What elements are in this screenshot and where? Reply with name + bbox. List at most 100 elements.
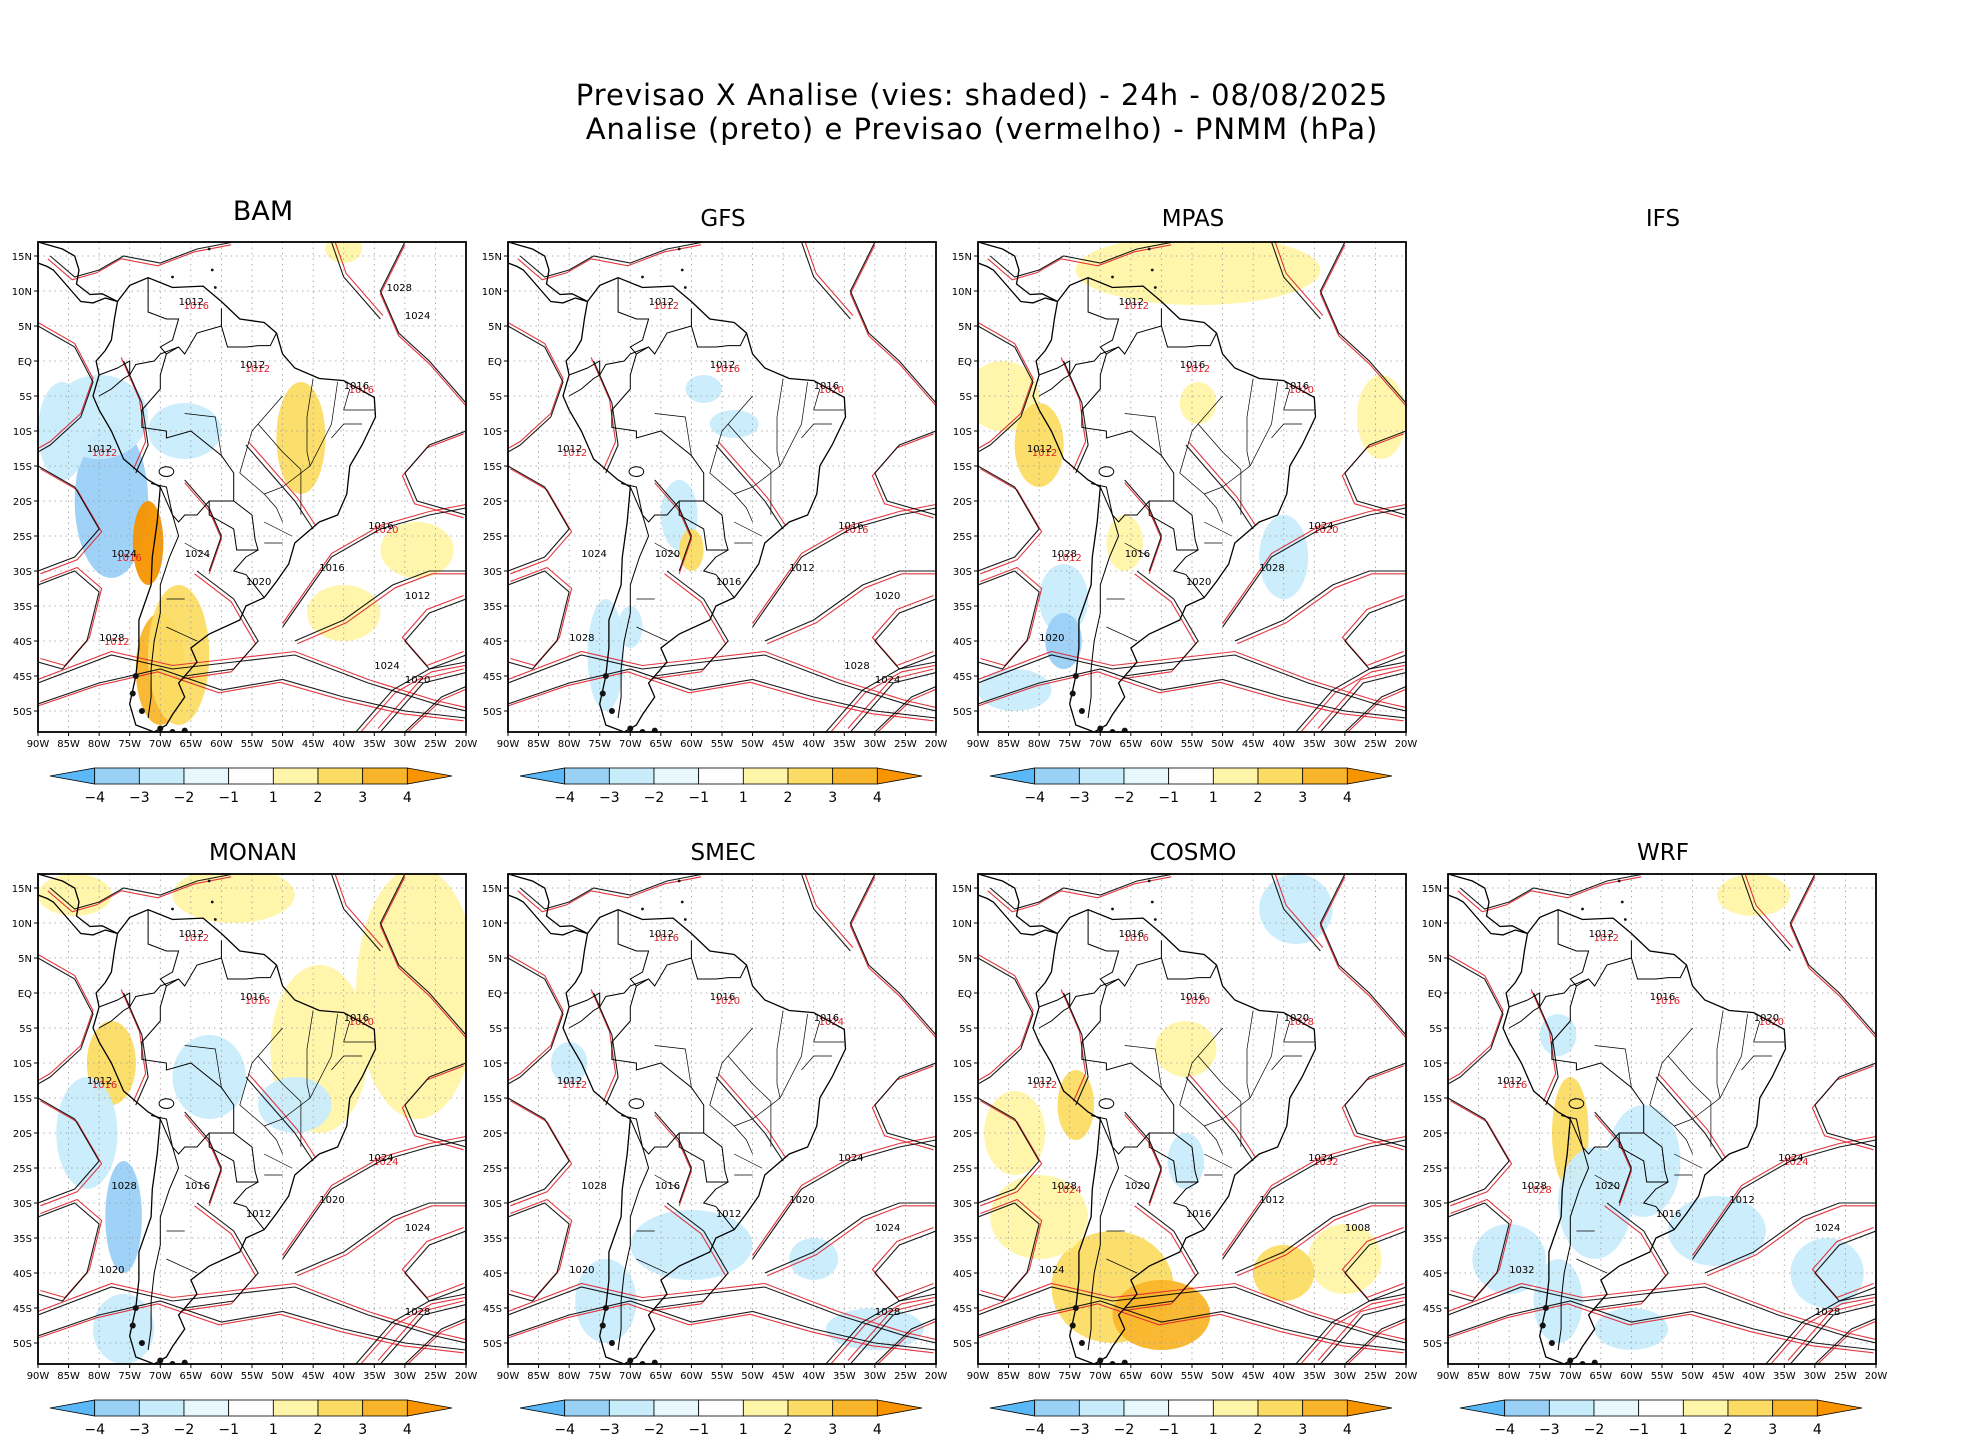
- state-border: [1753, 1020, 1785, 1043]
- colorbar: −4 −3 −2 −1 1 2 3 4: [989, 767, 1393, 806]
- lon-tick-label: 80W: [88, 739, 111, 750]
- colorbar-tick-label: −3: [129, 790, 150, 806]
- lon-tick-label: 65W: [180, 739, 203, 750]
- lat-tick-label: 5S: [489, 1024, 502, 1035]
- patagonia-islands: [132, 673, 139, 679]
- lon-tick-label: 65W: [650, 1371, 673, 1382]
- map-panel-smec: 1012101610201024101210121016101610241028…: [482, 873, 947, 1436]
- central-america-coastline: [38, 874, 118, 936]
- colorbar: −4 −3 −2 −1 1 2 3 4: [989, 1399, 1393, 1436]
- colorbar-segment: [519, 1399, 566, 1417]
- lon-tick-label: 45W: [772, 739, 795, 750]
- colorbar-tick-label: −2: [644, 1422, 665, 1436]
- analysis-isobar-label: 1020: [1284, 1013, 1309, 1024]
- map-panel-bam: 1012101610121016102010161012101210121012…: [12, 241, 477, 806]
- bias-shading: [990, 1175, 1088, 1259]
- analysis-isobar-label: 1016: [1284, 381, 1309, 392]
- state-border: [1179, 1104, 1223, 1155]
- analysis-isobar-label: 1028: [111, 1181, 136, 1192]
- state-border: [1741, 1055, 1773, 1071]
- forecast-isobar-label: 1024: [1056, 1185, 1081, 1196]
- colorbar-segment: [876, 1399, 923, 1417]
- lat-tick-label: EQ: [1428, 989, 1442, 1000]
- bias-shading: [1357, 375, 1406, 459]
- central-america-coastline: [1448, 874, 1528, 936]
- analysis-isobar-label: 1012: [1589, 929, 1614, 940]
- forecast-isobar-label: 1012: [1056, 553, 1081, 564]
- colorbar-tick-label: −4: [84, 790, 105, 806]
- analysis-isobar-label: 1028: [844, 661, 869, 672]
- colorbar-segment: [1346, 767, 1393, 785]
- lat-tick-label: 15S: [1423, 1094, 1442, 1105]
- lat-tick-label: 20S: [953, 1129, 972, 1140]
- lon-tick-label: 65W: [180, 1371, 203, 1382]
- patagonia-islands: [181, 727, 188, 732]
- lat-tick-label: 50S: [13, 707, 32, 718]
- analysis-isobar-label: 1016: [1656, 1209, 1681, 1220]
- country-border: [208, 501, 259, 551]
- lon-tick-label: 30W: [1334, 1371, 1357, 1382]
- analysis-isobar-label: 1016: [368, 521, 393, 532]
- colorbar-segment: [787, 1399, 834, 1417]
- lat-tick-label: 30S: [953, 1199, 972, 1210]
- state-border: [727, 423, 772, 470]
- lake-titicaca: [158, 466, 175, 478]
- analysis-isobar-label: 1012: [1729, 1195, 1754, 1206]
- patagonia-islands: [1072, 673, 1079, 679]
- analysis-isobar-label: 1024: [1308, 521, 1333, 532]
- patagonia-islands: [1069, 1322, 1076, 1329]
- analysis-isobar-label: 1020: [1754, 1013, 1779, 1024]
- patagonia-islands: [602, 673, 609, 679]
- forecast-isobar-label: 1016: [843, 525, 868, 536]
- lat-tick-label: 25S: [13, 1164, 32, 1175]
- colorbar-segment: [1682, 1399, 1729, 1417]
- colorbar-tick-label: −2: [644, 790, 665, 806]
- forecast-isobar-label: 1016: [184, 301, 209, 312]
- lat-tick-label: 15S: [953, 462, 972, 473]
- bias-shading: [105, 1161, 142, 1273]
- country-border: [232, 500, 265, 598]
- country-border: [1087, 486, 1120, 719]
- state-border: [264, 381, 338, 495]
- lon-tick-label: 45W: [302, 739, 325, 750]
- colorbar-segment: [1727, 1399, 1774, 1417]
- bias-shading: [587, 599, 625, 711]
- state-border: [306, 1010, 314, 1099]
- lat-tick-label: EQ: [18, 989, 32, 1000]
- bias-shading: [1014, 403, 1064, 487]
- patagonia-islands: [599, 1322, 606, 1329]
- lat-tick-label: 25S: [13, 532, 32, 543]
- lon-tick-label: 60W: [210, 1371, 233, 1382]
- patagonia-islands: [157, 725, 164, 732]
- analysis-isobar-label: 1028: [1259, 563, 1284, 574]
- lat-tick-label: 35S: [13, 602, 32, 613]
- caribbean-island: [207, 879, 211, 883]
- lat-tick-label: 10S: [953, 427, 972, 438]
- analysis-isobar-label: 1012: [557, 444, 582, 455]
- colorbar-tick-label: −3: [1069, 1422, 1090, 1436]
- lon-tick-label: 65W: [1120, 1371, 1143, 1382]
- lat-tick-label: 15S: [483, 1094, 502, 1105]
- colorbar-tick-label: −1: [688, 790, 709, 806]
- lon-tick-label: 65W: [1590, 1371, 1613, 1382]
- lat-tick-label: EQ: [488, 357, 502, 368]
- lat-tick-label: EQ: [958, 357, 972, 368]
- lon-tick-label: 40W: [802, 739, 825, 750]
- analysis-isobar-label: 1020: [1595, 1181, 1620, 1192]
- lon-tick-label: 85W: [527, 1371, 550, 1382]
- patagonia-islands: [1539, 1322, 1546, 1329]
- state-border: [1124, 542, 1150, 558]
- lon-tick-label: 30W: [864, 739, 887, 750]
- colorbar-tick-label: −4: [1494, 1422, 1515, 1436]
- lat-tick-label: 10S: [13, 427, 32, 438]
- lon-tick-label: 35W: [1303, 1371, 1326, 1382]
- lat-tick-label: 25S: [1423, 1164, 1442, 1175]
- colorbar-segment: [832, 1399, 878, 1417]
- lat-tick-label: 20S: [483, 497, 502, 508]
- country-border: [232, 1132, 265, 1230]
- lat-tick-label: 40S: [483, 637, 502, 648]
- patagonia-islands: [602, 1305, 609, 1311]
- bias-shading: [258, 1077, 332, 1133]
- lat-tick-label: 10S: [1423, 1059, 1442, 1070]
- bias-shading: [1790, 1238, 1864, 1308]
